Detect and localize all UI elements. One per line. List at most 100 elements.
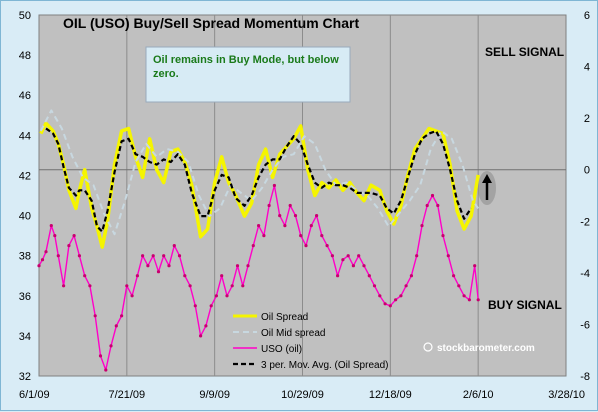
data-point [272, 183, 276, 188]
data-point [476, 298, 480, 302]
data-point [209, 304, 213, 308]
data-point [40, 258, 45, 262]
annotation-line-1: Oil remains in Buy Mode, but below [153, 54, 339, 66]
data-point [467, 298, 471, 302]
left-tick-label: 34 [19, 331, 31, 343]
left-tick-label: 32 [19, 371, 31, 383]
data-point [378, 294, 382, 298]
right-tick-label: 0 [584, 165, 590, 177]
annotation-box: Oil remains in Buy Mode, but below zero. [145, 46, 351, 103]
data-point [88, 284, 92, 288]
data-point [204, 324, 208, 328]
data-point [446, 254, 450, 258]
watermark-text: stockbarometer.com [437, 343, 535, 354]
data-point [67, 244, 71, 248]
data-point [336, 274, 340, 278]
data-point [473, 264, 477, 268]
data-point [383, 302, 387, 306]
up-arrow-icon [478, 171, 496, 205]
data-point [225, 294, 229, 298]
data-point [346, 254, 350, 258]
left-tick-label: 48 [19, 50, 31, 62]
right-tick-label: 6 [584, 10, 590, 22]
right-tick-label: 4 [584, 62, 590, 74]
data-point [98, 354, 103, 358]
data-point [425, 203, 429, 208]
data-point [156, 270, 161, 274]
watermark: stockbarometer.com [423, 342, 535, 354]
data-point [114, 324, 118, 328]
data-point [251, 244, 255, 248]
left-tick-label: 38 [19, 251, 31, 263]
right-tick-label: 2 [584, 113, 590, 125]
data-point [235, 264, 240, 268]
data-point [430, 193, 435, 198]
right-tick-label: -4 [580, 268, 590, 280]
data-point [83, 274, 87, 278]
data-point [130, 294, 134, 298]
chart-title: OIL (USO) Buy/Sell Spread Momentum Chart [63, 15, 359, 31]
data-point [267, 203, 271, 208]
data-point [77, 254, 81, 258]
data-point [320, 234, 324, 238]
buy-signal-label: BUY SIGNAL [488, 298, 562, 312]
data-point [151, 254, 155, 258]
sell-signal-label: SELL SIGNAL [485, 45, 564, 59]
legend-label-oil-spread: Oil Spread [261, 312, 308, 323]
x-tick-label: 9/9/09 [199, 389, 230, 401]
annotation-background [145, 46, 351, 103]
data-point [37, 264, 41, 268]
data-point [109, 344, 113, 348]
data-point [436, 203, 440, 208]
legend-label-uso-oil: USO (oil) [261, 344, 302, 355]
left-tick-label: 40 [19, 211, 31, 223]
data-point [283, 224, 287, 228]
data-point [309, 224, 313, 228]
x-tick-label: 2/6/10 [463, 389, 494, 401]
left-tick-label: 46 [19, 90, 31, 102]
series-line-oil-mid-spread [39, 109, 480, 236]
data-point [62, 284, 66, 288]
data-point [230, 284, 234, 288]
data-point [372, 284, 377, 288]
x-axis-ticks: 6/1/09 7/21/09 9/9/09 10/29/09 12/18/09 2/6/1… [19, 389, 585, 401]
data-point [214, 294, 218, 298]
data-point [420, 224, 424, 228]
data-point [441, 234, 445, 238]
data-point [278, 214, 282, 218]
data-point [146, 264, 150, 268]
data-point [199, 334, 203, 338]
data-point [135, 274, 139, 278]
data-point [357, 254, 361, 258]
data-point [399, 294, 403, 298]
annotation-line-2: zero. [153, 68, 179, 80]
series-oil-mid-spread [39, 109, 480, 236]
data-point [141, 254, 145, 258]
data-point [341, 258, 345, 262]
left-tick-label: 50 [19, 10, 31, 22]
data-point [162, 254, 166, 258]
left-axis-ticks: 32 34 36 38 40 42 44 46 48 50 [19, 10, 31, 383]
legend-label-moving-average: 3 per. Mov. Avg. (Oil Spread) [261, 360, 388, 371]
right-tick-label: -2 [580, 216, 590, 228]
data-point [394, 298, 398, 302]
data-point [220, 274, 224, 278]
left-tick-label: 44 [19, 130, 31, 142]
data-point [315, 214, 319, 218]
data-point [404, 284, 408, 288]
data-point [330, 254, 334, 258]
series-line-moving-average [45, 127, 473, 233]
x-tick-label: 7/21/09 [108, 389, 145, 401]
x-tick-label: 6/1/09 [19, 389, 50, 401]
data-point [167, 264, 171, 268]
data-point [388, 304, 392, 308]
series-uso-oil [37, 183, 480, 372]
data-point [299, 234, 303, 238]
data-point [177, 254, 182, 258]
data-point [351, 264, 355, 268]
data-point [362, 264, 366, 268]
data-point [193, 304, 197, 308]
data-point [49, 224, 53, 228]
